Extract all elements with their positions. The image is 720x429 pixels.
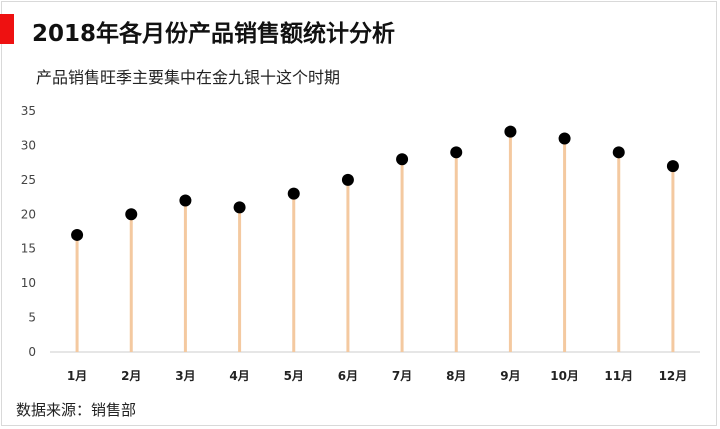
y-tick-label: 25 (21, 173, 36, 187)
dot-5 (287, 187, 300, 200)
y-axis-ticks: 0 5 10 15 20 25 30 35 (21, 104, 36, 359)
y-tick-label: 20 (21, 207, 36, 221)
x-tick-label: 4月 (229, 369, 249, 383)
dot-12 (666, 160, 679, 173)
dot-6 (341, 173, 354, 186)
dot-2 (125, 208, 138, 221)
chart-subtitle: 产品销售旺季主要集中在金九银十这个时期 (36, 68, 341, 87)
x-tick-label: 11月 (604, 369, 633, 383)
x-axis-labels: 1月 2月 3月 4月 5月 6月 7月 8月 9月 10月 11月 12月 (67, 369, 687, 383)
dot-8 (450, 146, 463, 159)
data-source-note: 数据来源：销售部 (16, 401, 137, 419)
x-tick-label: 7月 (392, 369, 412, 383)
x-tick-label: 12月 (659, 369, 688, 383)
dot-1 (71, 228, 84, 241)
y-tick-label: 15 (21, 242, 36, 256)
dot-10 (558, 132, 571, 145)
title-accent-bar (0, 14, 14, 44)
x-tick-label: 6月 (338, 369, 358, 383)
y-tick-label: 30 (21, 138, 36, 152)
dot-11 (612, 146, 625, 159)
dot-4 (233, 201, 246, 214)
y-tick-label: 0 (28, 345, 36, 359)
x-tick-label: 10月 (550, 369, 579, 383)
dots (71, 125, 679, 241)
dot-9 (504, 125, 517, 138)
x-tick-label: 2月 (121, 369, 141, 383)
dot-3 (179, 194, 192, 207)
chart-title: 2018年各月份产品销售额统计分析 (32, 21, 396, 47)
x-tick-label: 9月 (500, 369, 520, 383)
y-tick-label: 35 (21, 104, 36, 118)
dot-7 (396, 153, 409, 166)
stems (75, 131, 675, 352)
y-tick-label: 5 (28, 311, 36, 325)
y-tick-label: 10 (21, 276, 36, 290)
x-tick-label: 3月 (175, 369, 195, 383)
x-tick-label: 8月 (446, 369, 466, 383)
x-tick-label: 5月 (284, 369, 304, 383)
x-tick-label: 1月 (67, 369, 87, 383)
